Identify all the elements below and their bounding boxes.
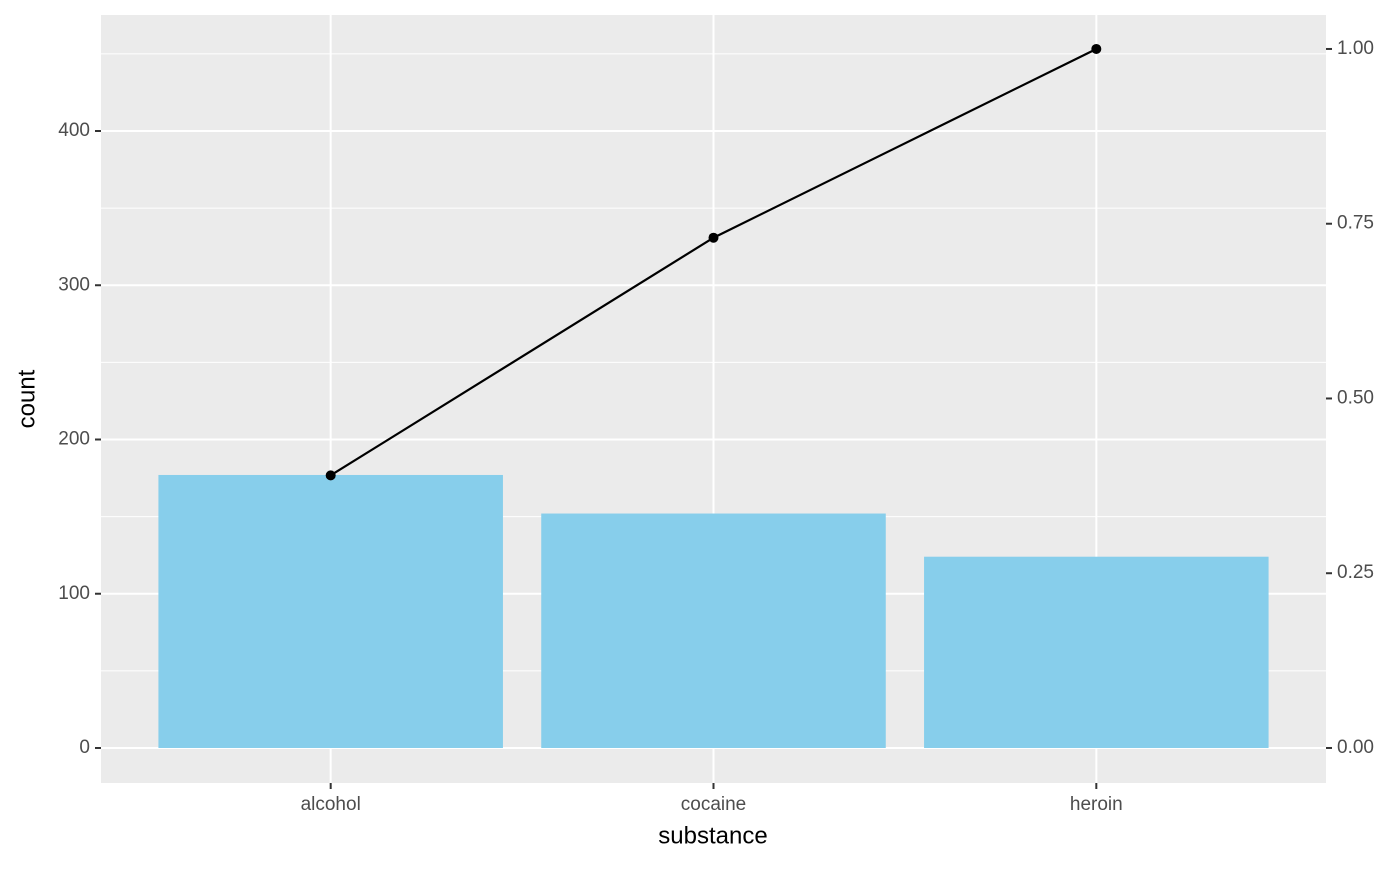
y-axis-title: count <box>13 369 40 428</box>
x-tick-label: cocaine <box>681 794 747 815</box>
y2-tick-label: 0.75 <box>1337 213 1374 234</box>
y-tick-label: 0 <box>79 737 90 758</box>
bar <box>924 556 1269 748</box>
x-tick-label: alcohol <box>301 794 361 815</box>
point <box>708 232 719 243</box>
bar <box>158 474 503 748</box>
y2-tick-label: 0.50 <box>1337 387 1374 408</box>
y-tick-label: 400 <box>58 120 90 141</box>
x-tick-label: heroin <box>1070 794 1123 815</box>
y-tick-label: 100 <box>58 583 90 604</box>
bar <box>541 513 886 748</box>
y-tick-label: 300 <box>58 274 90 295</box>
x-axis-title: substance <box>658 822 767 849</box>
y-tick-label: 200 <box>58 429 90 450</box>
y2-tick-label: 1.00 <box>1337 38 1374 59</box>
point <box>325 470 336 481</box>
y2-tick-label: 0.00 <box>1337 737 1374 758</box>
y2-tick-label: 0.25 <box>1337 562 1374 583</box>
point <box>1091 43 1102 54</box>
